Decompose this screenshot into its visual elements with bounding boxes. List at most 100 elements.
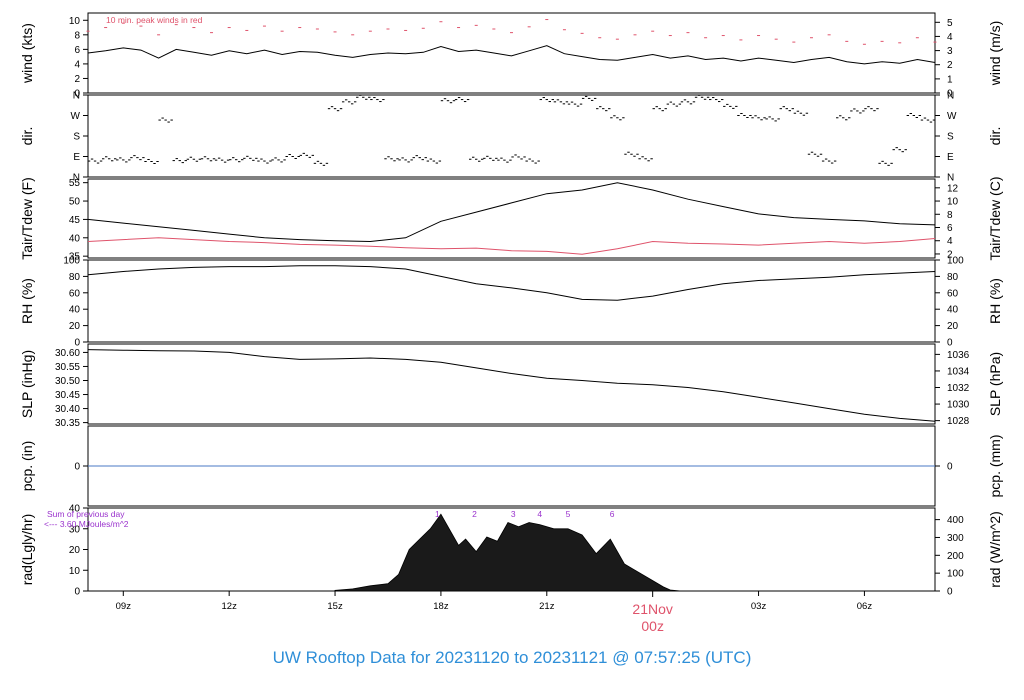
rad-area — [334, 513, 681, 592]
panel-pcp: 0 0 pcp. (in) pcp. (mm) — [19, 425, 1003, 507]
dir-ytick-left-label: N — [73, 91, 80, 102]
rad-hour-mark: 2 — [472, 509, 477, 519]
day-marker-hour: 00z — [641, 618, 664, 634]
slp-ytick-right-label: 1036 — [947, 350, 970, 361]
rh-ylabel-right: RH (%) — [987, 278, 1003, 324]
x-tick-label: 15z — [327, 601, 343, 612]
temp-ytick-left-label: 40 — [69, 233, 81, 244]
rh-ytick-right-label: 0 — [947, 338, 953, 349]
x-tick-label: 12z — [222, 601, 238, 612]
pcp-ylabel-left: pcp. (in) — [19, 441, 35, 492]
dir-ytick-left-label: E — [73, 152, 80, 163]
rad-ylabel-right: rad (W/m^2) — [987, 511, 1003, 588]
panel-rh: 0 20 40 60 80 100 0 20 40 60 80 100 RH (%) RH (%) — [19, 256, 1003, 349]
wind-ytick-left-label: 2 — [74, 74, 80, 85]
wind-ylabel-left: wind (kts) — [19, 23, 35, 84]
dir-ytick-left-label: W — [71, 111, 81, 122]
rad-ytick-left-label: 20 — [69, 545, 81, 556]
pcp-ytick-right-label: 0 — [947, 462, 953, 473]
dir-ytick-left-label: S — [73, 132, 80, 143]
slp-ytick-left-label: 30.40 — [55, 404, 80, 415]
rh-ytick-right-label: 100 — [947, 256, 964, 267]
temp-ytick-left-label: 50 — [69, 197, 81, 208]
wind-ylabel-right: wind (m/s) — [987, 21, 1003, 87]
slp-ytick-left-label: 30.45 — [55, 390, 80, 401]
rh-ytick-right-label: 20 — [947, 321, 959, 332]
wind-ytick-left-label: 0 — [74, 89, 80, 100]
slp-ytick-left-label: 30.35 — [55, 418, 80, 429]
rad-hour-mark: 6 — [610, 509, 615, 519]
temp-series-0-line — [87, 182, 936, 243]
rad-ytick-left-label: 10 — [69, 566, 81, 577]
wind-ytick-right-label: 2 — [947, 60, 953, 71]
rh-ytick-right-label: 80 — [947, 272, 959, 283]
rad-hour-mark: 3 — [511, 509, 516, 519]
rad-ylabel-left: rad(Lgly/hr) — [19, 514, 35, 586]
temp-ytick-left-label: 55 — [69, 178, 81, 189]
dir-frame — [87, 94, 936, 178]
rh-frame — [87, 259, 936, 343]
temp-ytick-right-label: 6 — [947, 223, 953, 234]
dir-ytick-right-label: N — [947, 173, 954, 184]
dir-ytick-right-label: E — [947, 152, 954, 163]
slp-ytick-left-label: 30.55 — [55, 362, 80, 373]
rh-series-0-line — [87, 265, 936, 301]
rad-ytick-right-label: 100 — [947, 569, 964, 580]
rh-ylabel-left: RH (%) — [19, 278, 35, 324]
rh-ytick-right-label: 40 — [947, 305, 959, 316]
pcp-ylabel-right: pcp. (mm) — [987, 435, 1003, 498]
wind-frame — [87, 12, 936, 94]
x-tick-label: 06z — [857, 601, 873, 612]
slp-frame — [87, 343, 936, 425]
rh-ytick-right-label: 60 — [947, 288, 959, 299]
rad-hour-mark: 1 — [435, 509, 440, 519]
rh-ytick-left-label: 40 — [69, 305, 81, 316]
wind-ytick-right-label: 4 — [947, 32, 953, 43]
rh-ytick-left-label: 0 — [74, 338, 80, 349]
dir-ylabel-right: dir. — [987, 127, 1003, 146]
temp-ylabel-left: Tair/Tdew (F) — [19, 177, 35, 259]
rh-ytick-left-label: 60 — [69, 288, 81, 299]
dir-ytick-right-label: N — [947, 91, 954, 102]
temp-frame — [87, 178, 936, 259]
dir-ytick-right-label: S — [947, 132, 954, 143]
temp-ytick-right-label: 2 — [947, 249, 953, 260]
rad-ytick-left-label: 30 — [69, 524, 81, 535]
wind-ytick-right-label: 5 — [947, 18, 953, 29]
dir-ytick-right-label: W — [947, 111, 957, 122]
wind-ytick-left-label: 10 — [69, 16, 81, 27]
rad-ytick-left-label: 40 — [69, 504, 81, 515]
x-tick-label: 18z — [433, 601, 449, 612]
rh-ytick-left-label: 100 — [63, 256, 80, 267]
panel-temp: 35 40 45 50 55 2 4 6 8 10 12 Tair/Tdew (F) Tair/Tdew… — [19, 176, 1003, 262]
temp-series-1-line — [87, 237, 936, 255]
pcp-ytick-left-label: 0 — [74, 462, 80, 473]
rad-hour-mark: 4 — [537, 509, 542, 519]
wind-annotation: 10 min. peak winds in red — [106, 15, 203, 25]
figure-title: UW Rooftop Data for 20231120 to 20231121… — [272, 648, 752, 667]
temp-ytick-right-label: 8 — [947, 210, 953, 221]
wind-ytick-right-label: 1 — [947, 74, 953, 85]
rad-ytick-right-label: 300 — [947, 533, 964, 544]
rad-annotation-line: <--- 3.60 MJoules/m^2 — [44, 519, 129, 529]
temp-ytick-right-label: 10 — [947, 197, 959, 208]
x-tick-label: 03z — [751, 601, 767, 612]
rad-annotation-line: Sum of previous day — [47, 509, 125, 519]
slp-ytick-left-label: 30.60 — [55, 348, 80, 359]
slp-ytick-right-label: 1030 — [947, 400, 970, 411]
slp-ylabel-right: SLP (hPa) — [987, 352, 1003, 416]
panel-wind: 0 2 4 6 8 10 0 1 2 3 4 5 wind (kts) wind (m/s) 10 min.… — [19, 12, 1003, 100]
panel-slp: 30.35 30.40 30.45 30.50 30.55 30.60 1028 1030 10… — [19, 343, 1003, 429]
slp-ytick-right-label: 1028 — [947, 416, 970, 427]
rh-ytick-left-label: 80 — [69, 272, 81, 283]
slp-ytick-left-label: 30.50 — [55, 376, 80, 387]
rh-ytick-left-label: 20 — [69, 321, 81, 332]
temp-ytick-right-label: 12 — [947, 183, 959, 194]
wind-ytick-left-label: 6 — [74, 45, 80, 56]
temp-ytick-left-label: 35 — [69, 252, 81, 263]
wind-ytick-right-label: 3 — [947, 46, 953, 57]
wind-series-0-line — [87, 45, 936, 65]
